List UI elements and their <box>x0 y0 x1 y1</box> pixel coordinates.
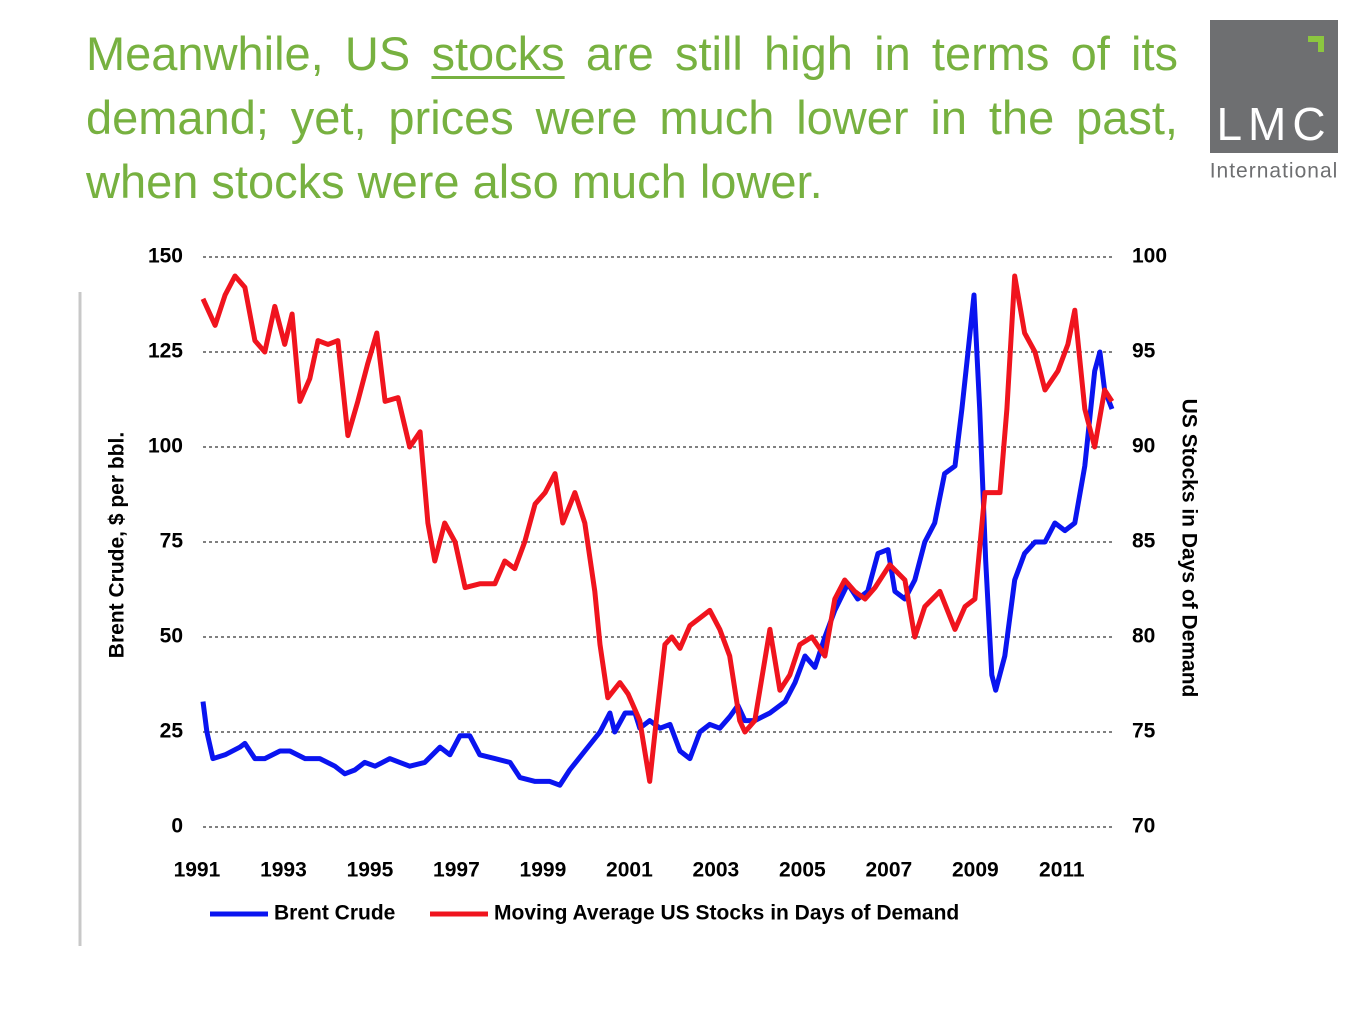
y-tick-label: 150 <box>148 245 183 268</box>
y2-tick-label: 75 <box>1132 720 1156 743</box>
x-tick-label: 1991 <box>174 859 221 882</box>
y2-tick-label: 90 <box>1132 435 1155 458</box>
y2-tick-label: 100 <box>1132 245 1167 268</box>
x-tick-label: 1999 <box>520 859 567 882</box>
title-segment: Meanwhile, US <box>86 27 432 80</box>
y-tick-label: 50 <box>160 625 183 648</box>
y2-tick-label: 95 <box>1132 340 1156 363</box>
data-line <box>200 273 1115 784</box>
title-segment: are still high in terms of its demand; y… <box>86 27 1179 208</box>
logo-box <box>1210 20 1338 153</box>
x-tick-label: 2009 <box>952 859 999 882</box>
title-segment: stocks <box>431 27 565 80</box>
x-tick-label: 1997 <box>433 859 480 882</box>
y2-tick-label: 70 <box>1132 815 1155 838</box>
x-tick-label: 2003 <box>693 859 740 882</box>
x-tick-label: 2011 <box>1039 859 1085 882</box>
logo-mark <box>1308 36 1324 52</box>
y2-tick-label: 85 <box>1132 530 1156 553</box>
x-tick-label: 1993 <box>260 859 307 882</box>
data-line <box>200 292 1115 788</box>
x-tick-label: 2007 <box>865 859 912 882</box>
y-tick-label: 75 <box>160 530 184 553</box>
x-tick-label: 1995 <box>347 859 394 882</box>
y-axis-title: Brent Crude, $ per bbl. <box>106 432 129 658</box>
legend-label: Brent Crude <box>274 902 395 925</box>
y2-axis-title: US Stocks in Days of Demand <box>1177 399 1200 698</box>
y-tick-label: 125 <box>148 340 183 363</box>
x-tick-label: 2005 <box>779 859 826 882</box>
logo-subtitle: International <box>1210 160 1339 183</box>
y-tick-label: 100 <box>148 435 183 458</box>
y-tick-label: 0 <box>171 815 183 838</box>
logo-name: LMC <box>1216 98 1331 150</box>
x-tick-label: 2001 <box>606 859 653 882</box>
slide-title: Meanwhile, US stocks are still high in t… <box>86 22 1178 214</box>
y-tick-label: 25 <box>160 720 184 743</box>
y2-tick-label: 80 <box>1132 625 1155 648</box>
legend-label: Moving Average US Stocks in Days of Dema… <box>494 902 959 925</box>
